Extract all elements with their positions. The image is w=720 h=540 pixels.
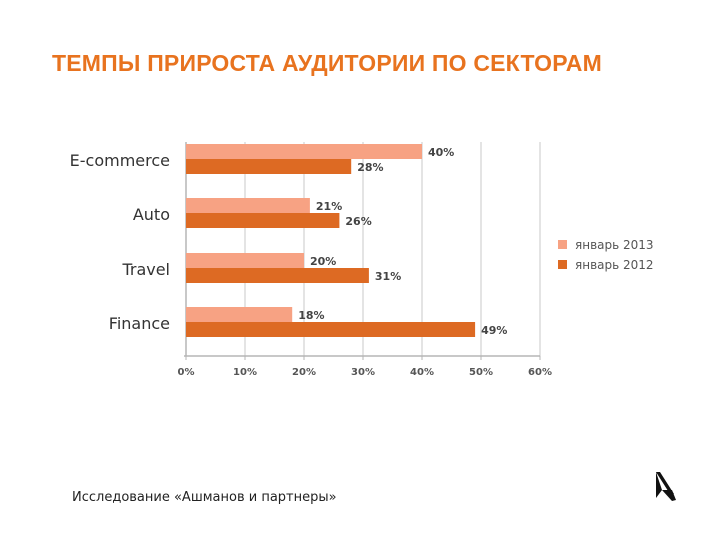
chart-x-ticks: 0% 10% 20% 30% 40% 50% 60% [178,356,552,378]
data-label: 28% [357,161,383,174]
x-tick-label: 10% [233,367,257,378]
data-label: 26% [345,215,371,228]
chart-bars: 40% 28% 21%26% 20% 31% 18% 49% [186,144,507,337]
legend-swatch [558,240,567,249]
bar [186,144,422,159]
x-tick-label: 50% [469,367,493,378]
category-label: Auto [133,205,170,224]
logo-icon [656,472,676,501]
legend-label: январь 2012 [575,258,654,272]
data-label: 49% [481,324,507,337]
source-footnote: Исследование «Ашманов и партнеры» [72,490,337,505]
bar [186,307,293,322]
category-label: E-commerce [70,151,170,170]
data-label: 21% [316,200,342,213]
category-label: Finance [109,314,170,333]
x-tick-label: 40% [410,367,434,378]
bar [186,198,310,213]
bar [186,253,304,268]
x-tick-label: 0% [178,367,195,378]
chart-categories: E-commerce Auto Travel Finance [70,151,170,333]
x-tick-label: 20% [292,367,316,378]
legend-label: январь 2013 [575,238,654,252]
category-label: Travel [121,260,170,279]
bar [186,159,352,174]
bar [186,268,369,283]
x-tick-label: 60% [528,367,552,378]
chart-legend: январь 2013 январь 2012 [558,238,654,272]
data-label: 31% [375,270,401,283]
x-tick-label: 30% [351,367,375,378]
legend-swatch [558,260,567,269]
data-label: 18% [298,309,324,322]
bar [186,213,340,228]
data-label: 20% [310,255,336,268]
bar [186,322,476,337]
slide-title: ТЕМПЫ ПРИРОСТА АУДИТОРИИ ПО СЕКТОРАМ [52,50,602,76]
data-label: 40% [428,146,454,159]
